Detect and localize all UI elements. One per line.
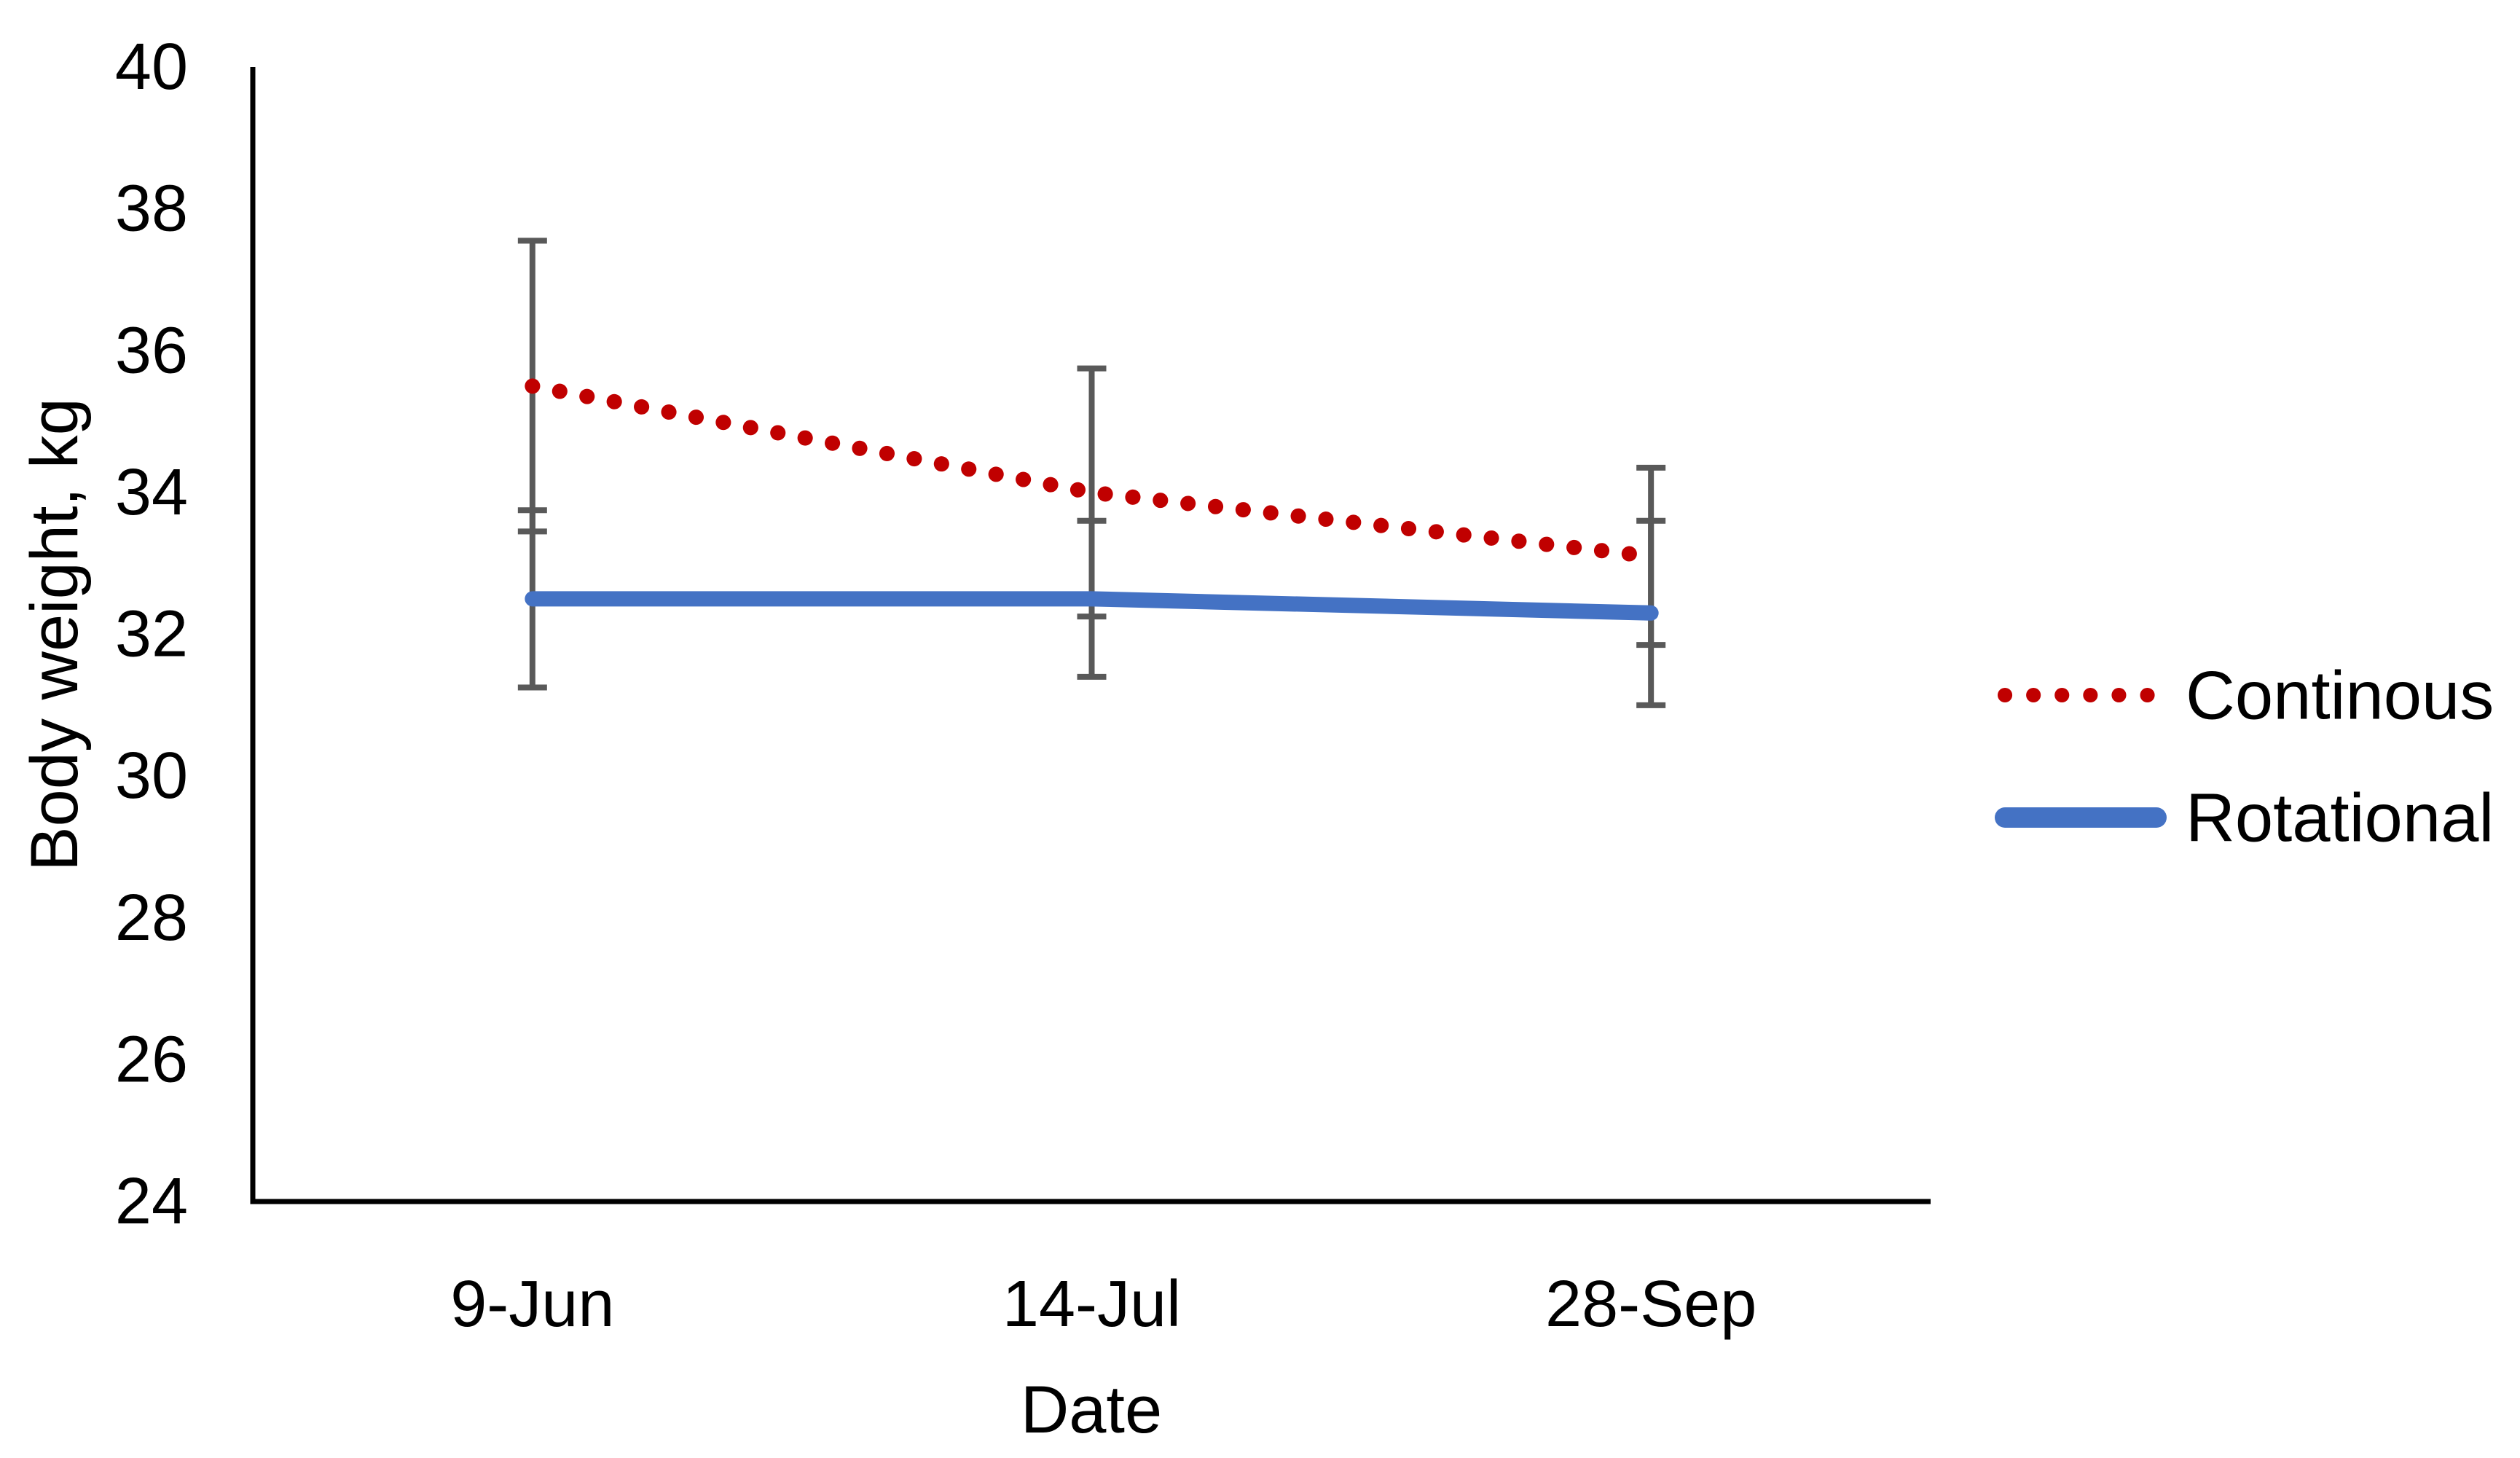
y-tick-labels: 24 26 28 30 32 34 36 38 40 bbox=[115, 31, 188, 1238]
y-tick-label: 34 bbox=[115, 456, 188, 529]
series-group bbox=[525, 378, 1659, 621]
y-axis-title: Body weight, kg bbox=[17, 398, 92, 871]
x-tick-label: 14-Jul bbox=[1002, 1268, 1181, 1341]
y-tick-label: 30 bbox=[115, 740, 188, 812]
x-axis-title: Date bbox=[1021, 1373, 1162, 1447]
series-line-rotational bbox=[525, 591, 1659, 621]
error-bars-group bbox=[517, 238, 1666, 708]
y-tick-label: 24 bbox=[115, 1165, 188, 1238]
y-tick-label: 38 bbox=[115, 173, 188, 246]
y-tick-label: 32 bbox=[115, 598, 188, 671]
series-line-continous bbox=[525, 378, 1659, 564]
y-tick-label: 28 bbox=[115, 882, 188, 955]
x-tick-label: 9-Jun bbox=[450, 1268, 614, 1341]
legend-label-continous: Continous bbox=[2186, 657, 2494, 734]
y-tick-label: 26 bbox=[115, 1023, 188, 1096]
legend-label-rotational: Rotational bbox=[2186, 780, 2494, 856]
y-tick-label: 36 bbox=[115, 314, 188, 387]
x-tick-label: 28-Sep bbox=[1545, 1268, 1756, 1341]
x-tick-labels: 9-Jun 14-Jul 28-Sep bbox=[450, 1268, 1756, 1341]
legend: Continous Rotational bbox=[1995, 657, 2494, 856]
y-tick-label: 40 bbox=[115, 31, 188, 103]
